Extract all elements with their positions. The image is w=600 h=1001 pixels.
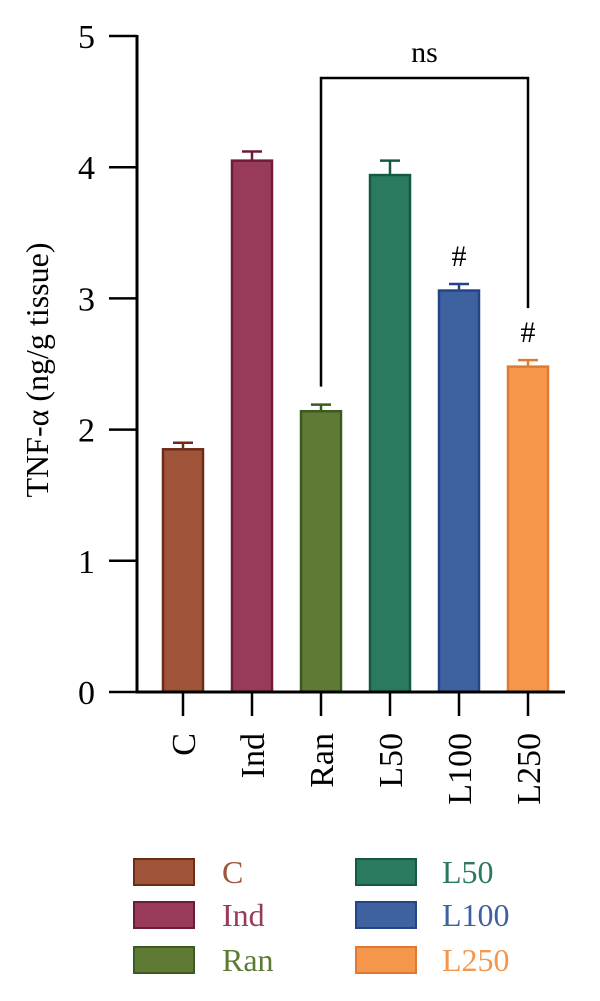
significance-marker: #	[452, 240, 467, 273]
legend-label: L50	[442, 854, 494, 890]
y-axis-ticks: 0 1 2 3 4 5	[78, 19, 137, 712]
legend: C Ind Ran L50 L100 L250	[133, 854, 510, 978]
x-tick-label: Ran	[304, 733, 341, 788]
y-tick-label: 1	[78, 544, 95, 581]
y-tick-label: 5	[78, 19, 95, 56]
legend-label: L100	[442, 897, 510, 933]
legend-label: L250	[442, 942, 510, 978]
legend-swatch	[133, 946, 195, 974]
y-tick-label: 0	[78, 675, 95, 712]
y-tick-label: 2	[78, 413, 95, 450]
x-tick-label: L50	[373, 733, 410, 788]
legend-label: Ind	[222, 897, 265, 933]
legend-swatch	[355, 858, 417, 886]
legend-label: C	[222, 854, 243, 890]
bar-c	[161, 448, 205, 694]
bracket-label: ns	[411, 36, 438, 69]
x-tick-label: C	[166, 733, 203, 756]
bars	[161, 150, 550, 694]
y-tick-label: 3	[78, 281, 95, 318]
x-tick-label: Ind	[235, 733, 272, 778]
x-tick-label: L100	[442, 733, 479, 805]
bar-l100	[437, 289, 481, 694]
significance-bracket	[319, 76, 530, 387]
bar-l250	[506, 365, 550, 694]
annotations: # # ns	[319, 36, 536, 387]
bar-l50	[368, 173, 412, 694]
axes	[135, 35, 565, 694]
legend-swatch	[133, 858, 195, 886]
bar-ran	[299, 409, 343, 694]
bar-ind	[230, 159, 274, 694]
legend-swatch	[133, 901, 195, 929]
significance-marker: #	[521, 316, 536, 349]
y-axis-label: TNF-α (ng/g tissue)	[19, 243, 55, 498]
x-tick-label: L250	[511, 733, 548, 805]
legend-label: Ran	[222, 942, 274, 978]
x-axis-tick-labels: C Ind Ran L50 L100 L250	[166, 692, 548, 805]
y-tick-label: 4	[78, 150, 95, 187]
legend-swatch	[355, 946, 417, 974]
legend-swatch	[355, 901, 417, 929]
